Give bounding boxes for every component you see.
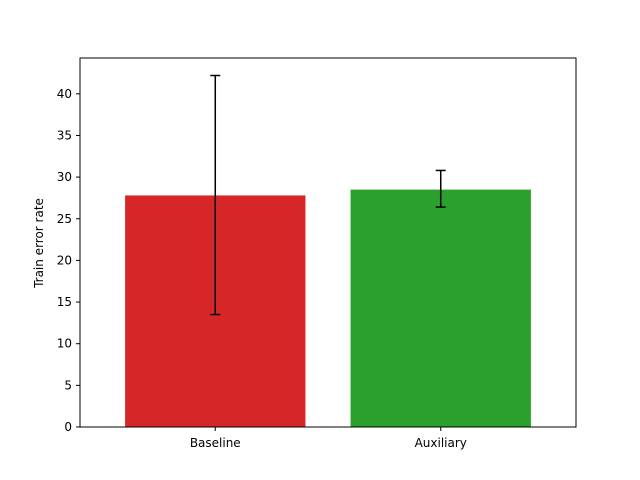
y-axis-label: Train error rate: [32, 198, 46, 289]
y-tick-label: 25: [57, 212, 72, 226]
y-tick-label: 20: [57, 253, 72, 267]
x-tick-label: Baseline: [190, 436, 241, 450]
bar-auxiliary: [350, 189, 531, 427]
y-tick-label: 40: [57, 87, 72, 101]
x-tick-label: Auxiliary: [415, 436, 467, 450]
y-tick-label: 10: [57, 337, 72, 351]
y-tick-label: 0: [64, 420, 72, 434]
plot-area-frame: [79, 57, 577, 428]
y-tick-label: 5: [64, 378, 72, 392]
y-tick-label: 30: [57, 170, 72, 184]
y-tick-label: 35: [57, 128, 72, 142]
y-tick-label: 15: [57, 295, 72, 309]
